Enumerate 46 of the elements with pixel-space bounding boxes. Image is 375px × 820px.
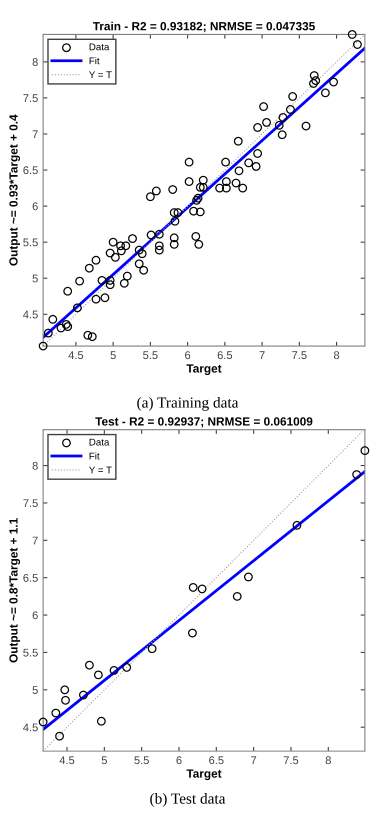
text: (a) Training data (137, 396, 238, 411)
x-tick-label: 4.5 (60, 756, 74, 764)
legend-label: Data (90, 44, 110, 50)
y-tick-label: 5 (32, 274, 38, 282)
chart-title: Train - R2 = 0.93182; NRMSE = 0.047335 (92, 22, 315, 32)
x-tick-label: 7 (251, 756, 256, 764)
chart-title: Test - R2 = 0.92937; NRMSE = 0.061009 (95, 417, 312, 428)
x-axis-title: Target (186, 364, 222, 376)
x-tick-label: 5.5 (143, 351, 158, 360)
legend-label: Fit (90, 57, 100, 64)
legend-label: Data (90, 438, 110, 446)
text: (b) Test data (150, 793, 226, 807)
x-tick-label: 7 (260, 351, 265, 359)
y-tick-label: 5 (32, 686, 38, 694)
x-tick-label: 5 (102, 756, 107, 764)
y-tick-label: 7.5 (23, 94, 38, 102)
x-tick-label: 6.5 (218, 351, 232, 360)
y-tick-label: 7 (32, 130, 38, 138)
y-tick-label: 6 (32, 611, 38, 620)
legend-label: Fit (90, 452, 100, 460)
y-tick-label: 6.5 (23, 166, 38, 174)
y-tick-label: 5.5 (23, 648, 38, 657)
x-tick-label: 8 (334, 351, 340, 360)
x-tick-label: 5 (110, 351, 116, 360)
y-tick-label: 7.5 (23, 499, 38, 508)
x-tick-label: 7.5 (292, 351, 307, 360)
y-tick-label: 5.5 (23, 238, 38, 246)
x-tick-label: 5.5 (134, 756, 149, 764)
legend-label: Y = T (89, 466, 112, 474)
y-tick-label: 4.5 (23, 310, 38, 318)
x-tick-label: 6.5 (209, 756, 224, 764)
y-tick-label: 8 (32, 58, 38, 66)
y-tick-label: 6 (32, 202, 38, 210)
y-tick-label: 4.5 (23, 724, 38, 732)
y-tick-label: 8 (32, 462, 38, 470)
x-axis-title: Target (186, 770, 222, 780)
x-tick-label: 7.5 (284, 756, 298, 764)
y-tick-label: 6.5 (23, 574, 38, 582)
legend-label: Y = T (89, 71, 112, 78)
x-tick-label: 6 (176, 756, 182, 764)
x-tick-label: 4.5 (68, 351, 84, 360)
x-tick-label: 6 (185, 351, 190, 360)
y-axis-title: Output ~= 0.93*Target + 0.4 (9, 114, 20, 266)
x-tick-label: 8 (326, 756, 331, 764)
y-axis-title: Output ~= 0.8*Target + 1.1 (9, 518, 20, 662)
y-tick-label: 7 (32, 536, 38, 544)
